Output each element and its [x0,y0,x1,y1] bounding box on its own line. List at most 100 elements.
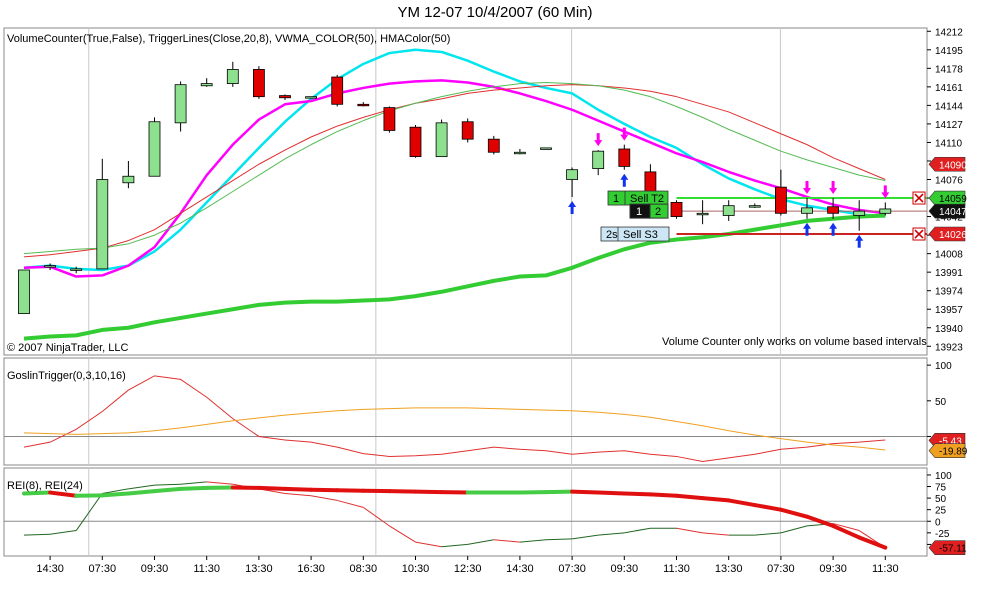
candle-body [70,268,83,271]
axis-tag-red [928,156,966,172]
red-vwma-line [23,84,886,258]
rei8-segment [780,525,808,534]
rei8-segment [702,532,729,536]
candle-body [122,175,135,184]
rei8-segment [754,532,781,536]
x-tick-label: 09:30 [819,563,847,575]
rei8-segment [415,541,442,548]
candle-body [461,121,474,140]
rei24-segment [726,498,757,508]
price-indicator-label: VolumeCounter(True,False), TriggerLines(… [7,33,451,45]
x-tick-label: 13:30 [715,563,743,575]
rei24-segment [126,489,157,496]
candle-body [540,147,552,150]
goslin-tag-slow-text: -19.89 [939,447,968,458]
candle-body [566,169,578,180]
goslin-indicator-label: GoslinTrigger(0,3,10,16) [7,370,126,382]
goslin-fast-line [23,375,886,462]
rei-y-label: -25 [935,529,950,540]
candle-body [226,69,239,84]
candle-body [252,69,265,98]
candle-body [174,84,187,124]
close-order-icon[interactable] [912,227,926,241]
candle-body [722,205,735,216]
y-tick-label: 14144 [935,101,963,112]
rei24-segment [256,485,287,491]
x-tick-label: 14:30 [36,563,64,575]
rei24-segment [152,486,183,494]
rei24-segment [570,489,601,495]
y-tick-label: 14195 [935,46,963,57]
y-tick-label: 14127 [935,120,963,131]
y-tick-label: 14110 [935,138,963,149]
order-stop-qty: 2s [606,229,618,241]
candle-body [748,205,761,208]
close-x [914,229,924,239]
rei24-segment [283,486,314,492]
x-tick-label: 07:30 [767,563,795,575]
goslin-tag-slow [928,443,966,458]
rei24-segment [100,491,131,498]
x-tick-label: 11:30 [872,563,899,575]
y-tick-label: 13991 [935,268,963,279]
axis-tag-target [928,190,966,206]
rei8-segment [467,539,494,545]
y-tick-label: 14076 [935,176,963,187]
rei24-segment [674,493,705,501]
candle-body [357,103,370,107]
order-entry-box2 [649,203,669,219]
candle-body [696,212,709,216]
close-order-icon[interactable] [912,191,926,205]
buy-arrow-icon [855,234,864,248]
x-tick-label: 11:30 [193,563,220,575]
candle-body [96,179,109,270]
x-tick-label: 14:30 [506,563,534,575]
axis-tag-red-text: 14090 [939,160,967,171]
rei-tag-text: -57.11 [939,544,967,555]
goslin-slow-line [23,407,886,451]
x-tick-label: 07:30 [89,563,117,575]
order-target-name: Sell T2 [630,193,664,205]
rei8-segment [832,523,860,532]
x-tick-label: 13:30 [245,563,273,575]
candle-body [618,148,631,167]
y-tick-label: 14008 [935,250,963,261]
rei-indicator-label: REI(8), REI(24) [7,480,83,492]
y-tick-label: 14178 [935,64,963,75]
rei8-segment [389,525,416,543]
thin-green-line [23,82,886,255]
panel-frame-rei [3,467,928,557]
candle-body [487,138,500,153]
goslin-tag-fast-text: -5.43 [939,436,962,447]
rei24-segment [648,492,679,498]
rei8-segment [363,506,390,527]
rei8-segment [337,499,364,508]
rei-y-label: 0 [935,517,941,528]
candle-body [435,122,448,158]
rei24-segment [752,503,783,512]
rei8-segment [572,534,599,540]
rei8-segment [598,532,625,536]
x-tick-label: 12:30 [454,563,482,575]
candle-body [383,107,396,131]
candle-body [18,269,30,314]
rei24-segment [778,507,809,519]
axis-tag-entry-text: 14047 [939,207,967,218]
rei8-segment [519,539,547,543]
rei8-segment [206,481,233,485]
buy-arrow-icon [803,222,811,236]
rei8-segment [441,543,468,548]
rei8-segment [311,495,338,501]
y-tick-label: 13974 [935,287,963,298]
x-tick-label: 09:30 [611,563,639,575]
axis-tag-entry [928,203,966,219]
order-target-qty: 1 [613,193,619,205]
rei8-segment [128,484,155,490]
candle-body [592,150,605,170]
close-x [914,193,924,203]
sell-arrow-icon [620,127,629,141]
buy-arrow-icon [568,200,577,214]
candle-body [853,210,866,216]
